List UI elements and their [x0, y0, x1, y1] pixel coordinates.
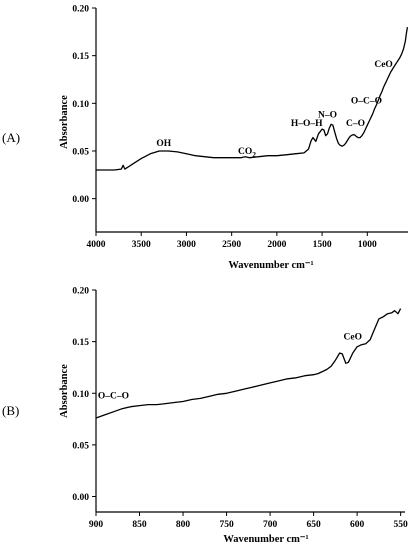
panel-a-label: (A)	[2, 130, 20, 145]
panel-a-annotation: CO2	[238, 147, 256, 159]
panel-a-y-tick-label: 0.05	[72, 147, 89, 157]
panel-a-spectrum-line	[96, 26, 409, 171]
panel-a-annotation: OH	[156, 139, 171, 149]
panel-b-annotation: CeO	[344, 333, 362, 343]
panel-a-x-tick-label: 1500	[313, 240, 332, 250]
panel-a-annotation: C–O	[346, 119, 365, 129]
panel-a-y-tick-label: 0.10	[72, 100, 89, 110]
panel-b-x-tick-label: 650	[306, 520, 321, 530]
panel-a-x-tick-label: 3500	[132, 240, 151, 250]
panel-b-y-tick-label: 0.20	[72, 287, 89, 297]
panel-b-x-tick-label: 850	[132, 520, 147, 530]
panel-a-annotation: CeO	[374, 60, 392, 70]
panel-a-ylabel: Absorbance	[59, 95, 70, 149]
panel-b-x-tick-label: 700	[263, 520, 278, 530]
panel-a-y-tick-label: 0.00	[72, 195, 89, 205]
panel-a-y-tick-label: 0.20	[72, 5, 89, 15]
panel-b-y-tick-label: 0.05	[72, 441, 89, 451]
panel-b-ylabel: Absorbance	[59, 364, 70, 418]
panel-b-chart: (B) Absorbance Wavenumber cm⁻¹ 0.00 0.05 0…	[2, 287, 408, 546]
panel-b-x-tick-label: 750	[219, 520, 234, 530]
panel-b-y-tick-label: 0.15	[72, 338, 89, 348]
panel-b-y-tick-label: 0.00	[72, 493, 89, 503]
panel-b-x-tick-label: 900	[89, 520, 104, 530]
panel-b-x-tick-label: 550	[394, 520, 409, 530]
panel-a-x-tick-label: 4000	[87, 240, 106, 250]
panel-a-chart: (A) Absorbance Wavenumber cm⁻¹ 0.00 0.05 0…	[2, 5, 409, 271]
panel-a-x-tick-label: 1000	[358, 240, 377, 250]
panel-b-x-tick-label: 600	[350, 520, 365, 530]
panel-a-xlabel: Wavenumber cm⁻¹	[228, 260, 313, 271]
panel-b-x-tick-label: 800	[176, 520, 191, 530]
panel-b-label: (B)	[2, 403, 19, 418]
panel-a-x-tick-label: 3000	[177, 240, 196, 250]
panel-a-x-tick-label: 2500	[222, 240, 241, 250]
panel-a-annotation: N–O	[318, 111, 337, 121]
panel-b-annotation: O–C–O	[98, 391, 129, 401]
panel-a-y-tick-label: 0.15	[72, 52, 89, 62]
panel-b-spectrum-line	[95, 308, 402, 419]
panel-a-annotation: H–O–H	[291, 119, 323, 129]
panel-a-x-tick-label: 2000	[267, 240, 286, 250]
panel-b-y-tick-label: 0.10	[72, 390, 89, 400]
panel-b-xlabel: Wavenumber cm⁻¹	[223, 534, 308, 545]
panel-a-annotation: O–C–O	[351, 96, 382, 106]
